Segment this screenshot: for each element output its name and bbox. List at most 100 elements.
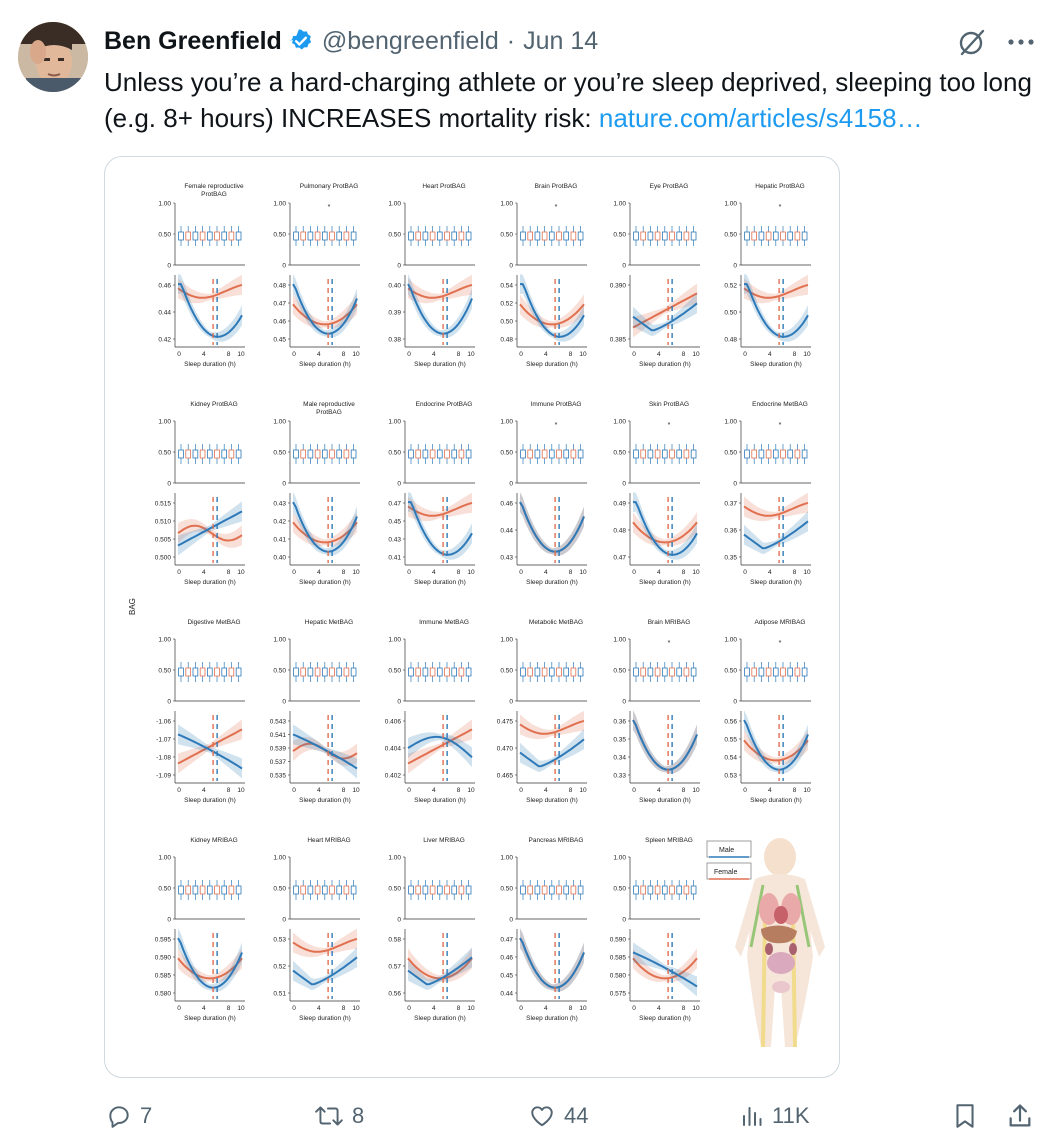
confidence-band bbox=[520, 928, 584, 992]
heart-icon bbox=[531, 1106, 553, 1127]
reply-button[interactable]: 7 bbox=[106, 1096, 152, 1136]
panel-title: Kidney ProtBAG bbox=[190, 401, 237, 408]
box bbox=[669, 449, 675, 459]
box bbox=[787, 667, 793, 677]
box bbox=[458, 885, 465, 895]
box bbox=[556, 885, 562, 895]
trend-line bbox=[178, 283, 243, 338]
repost-icon bbox=[315, 1106, 343, 1126]
box bbox=[329, 449, 335, 459]
x-tick: 10 bbox=[579, 787, 587, 794]
tweet-media[interactable]: BAG Female reproductive ProtBAG 1.00 0.50 0 0… bbox=[104, 156, 840, 1078]
x-tick: 10 bbox=[579, 1005, 587, 1012]
repost-count: 8 bbox=[352, 1103, 365, 1128]
box-tick: 1.00 bbox=[158, 637, 171, 644]
y-axis-label: BAG bbox=[128, 598, 137, 615]
figure-image: BAG Female reproductiveProtBAG1.000.5000… bbox=[128, 183, 825, 1048]
significance-star: * bbox=[668, 640, 671, 647]
box bbox=[329, 885, 335, 895]
box bbox=[185, 231, 192, 241]
significance-star: * bbox=[555, 422, 558, 429]
panel-title: Endocrine MetBAG bbox=[752, 401, 808, 408]
box bbox=[563, 885, 569, 895]
tweet-link[interactable]: nature.com/articles/s4158… bbox=[598, 103, 923, 133]
x-tick: 4 bbox=[432, 787, 436, 794]
line-tick: 0.35 bbox=[613, 737, 626, 744]
line-tick: 0.535 bbox=[270, 773, 287, 780]
trend-line bbox=[633, 501, 698, 556]
box bbox=[350, 449, 357, 459]
box bbox=[343, 231, 350, 241]
box bbox=[451, 885, 457, 895]
box-tick: 1.00 bbox=[158, 419, 171, 426]
x-axis-label: Sleep duration (h) bbox=[184, 1015, 236, 1022]
box bbox=[336, 231, 343, 241]
x-axis-label: Sleep duration (h) bbox=[299, 1015, 351, 1022]
panel-5: Eye ProtBAG 1.00 0.50 0 0.390 0.385 0 4 8 10Sleep… bbox=[610, 183, 700, 368]
box bbox=[429, 449, 436, 459]
trend-line bbox=[407, 956, 473, 986]
line-tick: -1.07 bbox=[156, 737, 171, 744]
line-tick: 0.390 bbox=[610, 283, 627, 290]
box bbox=[293, 885, 299, 895]
box bbox=[350, 885, 357, 895]
box bbox=[556, 231, 562, 241]
box bbox=[744, 667, 750, 677]
trend-line bbox=[292, 501, 358, 553]
trend-line bbox=[292, 303, 358, 326]
box bbox=[336, 667, 343, 677]
line-tick: 0.40 bbox=[273, 555, 286, 562]
box bbox=[235, 667, 242, 677]
tweet-body: Unless you’re a hard-charging athlete or… bbox=[104, 67, 1032, 133]
x-tick: 8 bbox=[342, 351, 346, 358]
box bbox=[556, 449, 562, 459]
x-axis-label: Sleep duration (h) bbox=[750, 797, 802, 804]
panel-2: Pulmonary ProtBAG 1.00 0.50 0 * 0.48 0.47 0.46 0… bbox=[273, 183, 360, 368]
author-name[interactable]: Ben Greenfield bbox=[104, 26, 282, 55]
line-tick: 0.46 bbox=[158, 283, 171, 290]
trend-line bbox=[407, 501, 473, 517]
x-tick: 10 bbox=[467, 1005, 475, 1012]
box bbox=[300, 885, 307, 895]
tweet-date[interactable]: Jun 14 bbox=[523, 26, 599, 55]
box bbox=[429, 231, 436, 241]
like-button[interactable]: 44 bbox=[528, 1096, 588, 1136]
x-tick: 0 bbox=[407, 351, 411, 358]
line-tick: 0.33 bbox=[613, 773, 626, 780]
box-tick: 0 bbox=[622, 699, 626, 706]
box-tick: 0 bbox=[167, 263, 171, 270]
panel-title: Kidney MRIBAG bbox=[190, 837, 237, 844]
trend-line bbox=[519, 501, 585, 553]
more-options-icon[interactable] bbox=[1004, 26, 1038, 58]
box bbox=[794, 449, 801, 459]
bookmark-icon bbox=[956, 1104, 974, 1128]
repost-button[interactable]: 8 bbox=[314, 1096, 364, 1136]
confidence-band bbox=[520, 928, 584, 992]
panel-13: Digestive MetBAG 1.00 0.50 0 -1.06 -1.07 -1.08… bbox=[156, 619, 245, 804]
box bbox=[765, 667, 772, 677]
box bbox=[662, 667, 668, 677]
box-tick: 0.50 bbox=[724, 450, 737, 457]
bookmark-button[interactable] bbox=[952, 1096, 978, 1136]
trend-line bbox=[292, 521, 358, 544]
panel-15: Immune MetBAG 1.00 0.50 0 0.406 0.404 0.402 0 4 8… bbox=[385, 619, 475, 804]
line-tick: 0.580 bbox=[155, 991, 172, 998]
share-button[interactable] bbox=[1006, 1096, 1034, 1136]
author-handle[interactable]: @bengreenfield bbox=[321, 26, 499, 55]
box bbox=[329, 231, 335, 241]
grok-icon[interactable] bbox=[956, 26, 988, 58]
x-tick: 8 bbox=[682, 569, 686, 576]
x-tick: 10 bbox=[803, 351, 811, 358]
box bbox=[314, 231, 321, 241]
line-tick: 0.537 bbox=[270, 759, 287, 766]
box bbox=[556, 667, 562, 677]
line-tick: 0.43 bbox=[500, 555, 513, 562]
panel-title: Heart MRIBAG bbox=[307, 837, 350, 844]
x-axis-label: Sleep duration (h) bbox=[526, 579, 578, 586]
trend-line bbox=[632, 521, 698, 544]
avatar[interactable] bbox=[18, 22, 88, 92]
line-tick: 0.402 bbox=[385, 773, 402, 780]
views-button[interactable]: 11K bbox=[740, 1096, 810, 1136]
line-tick: 0.48 bbox=[724, 337, 737, 344]
box bbox=[640, 231, 646, 241]
